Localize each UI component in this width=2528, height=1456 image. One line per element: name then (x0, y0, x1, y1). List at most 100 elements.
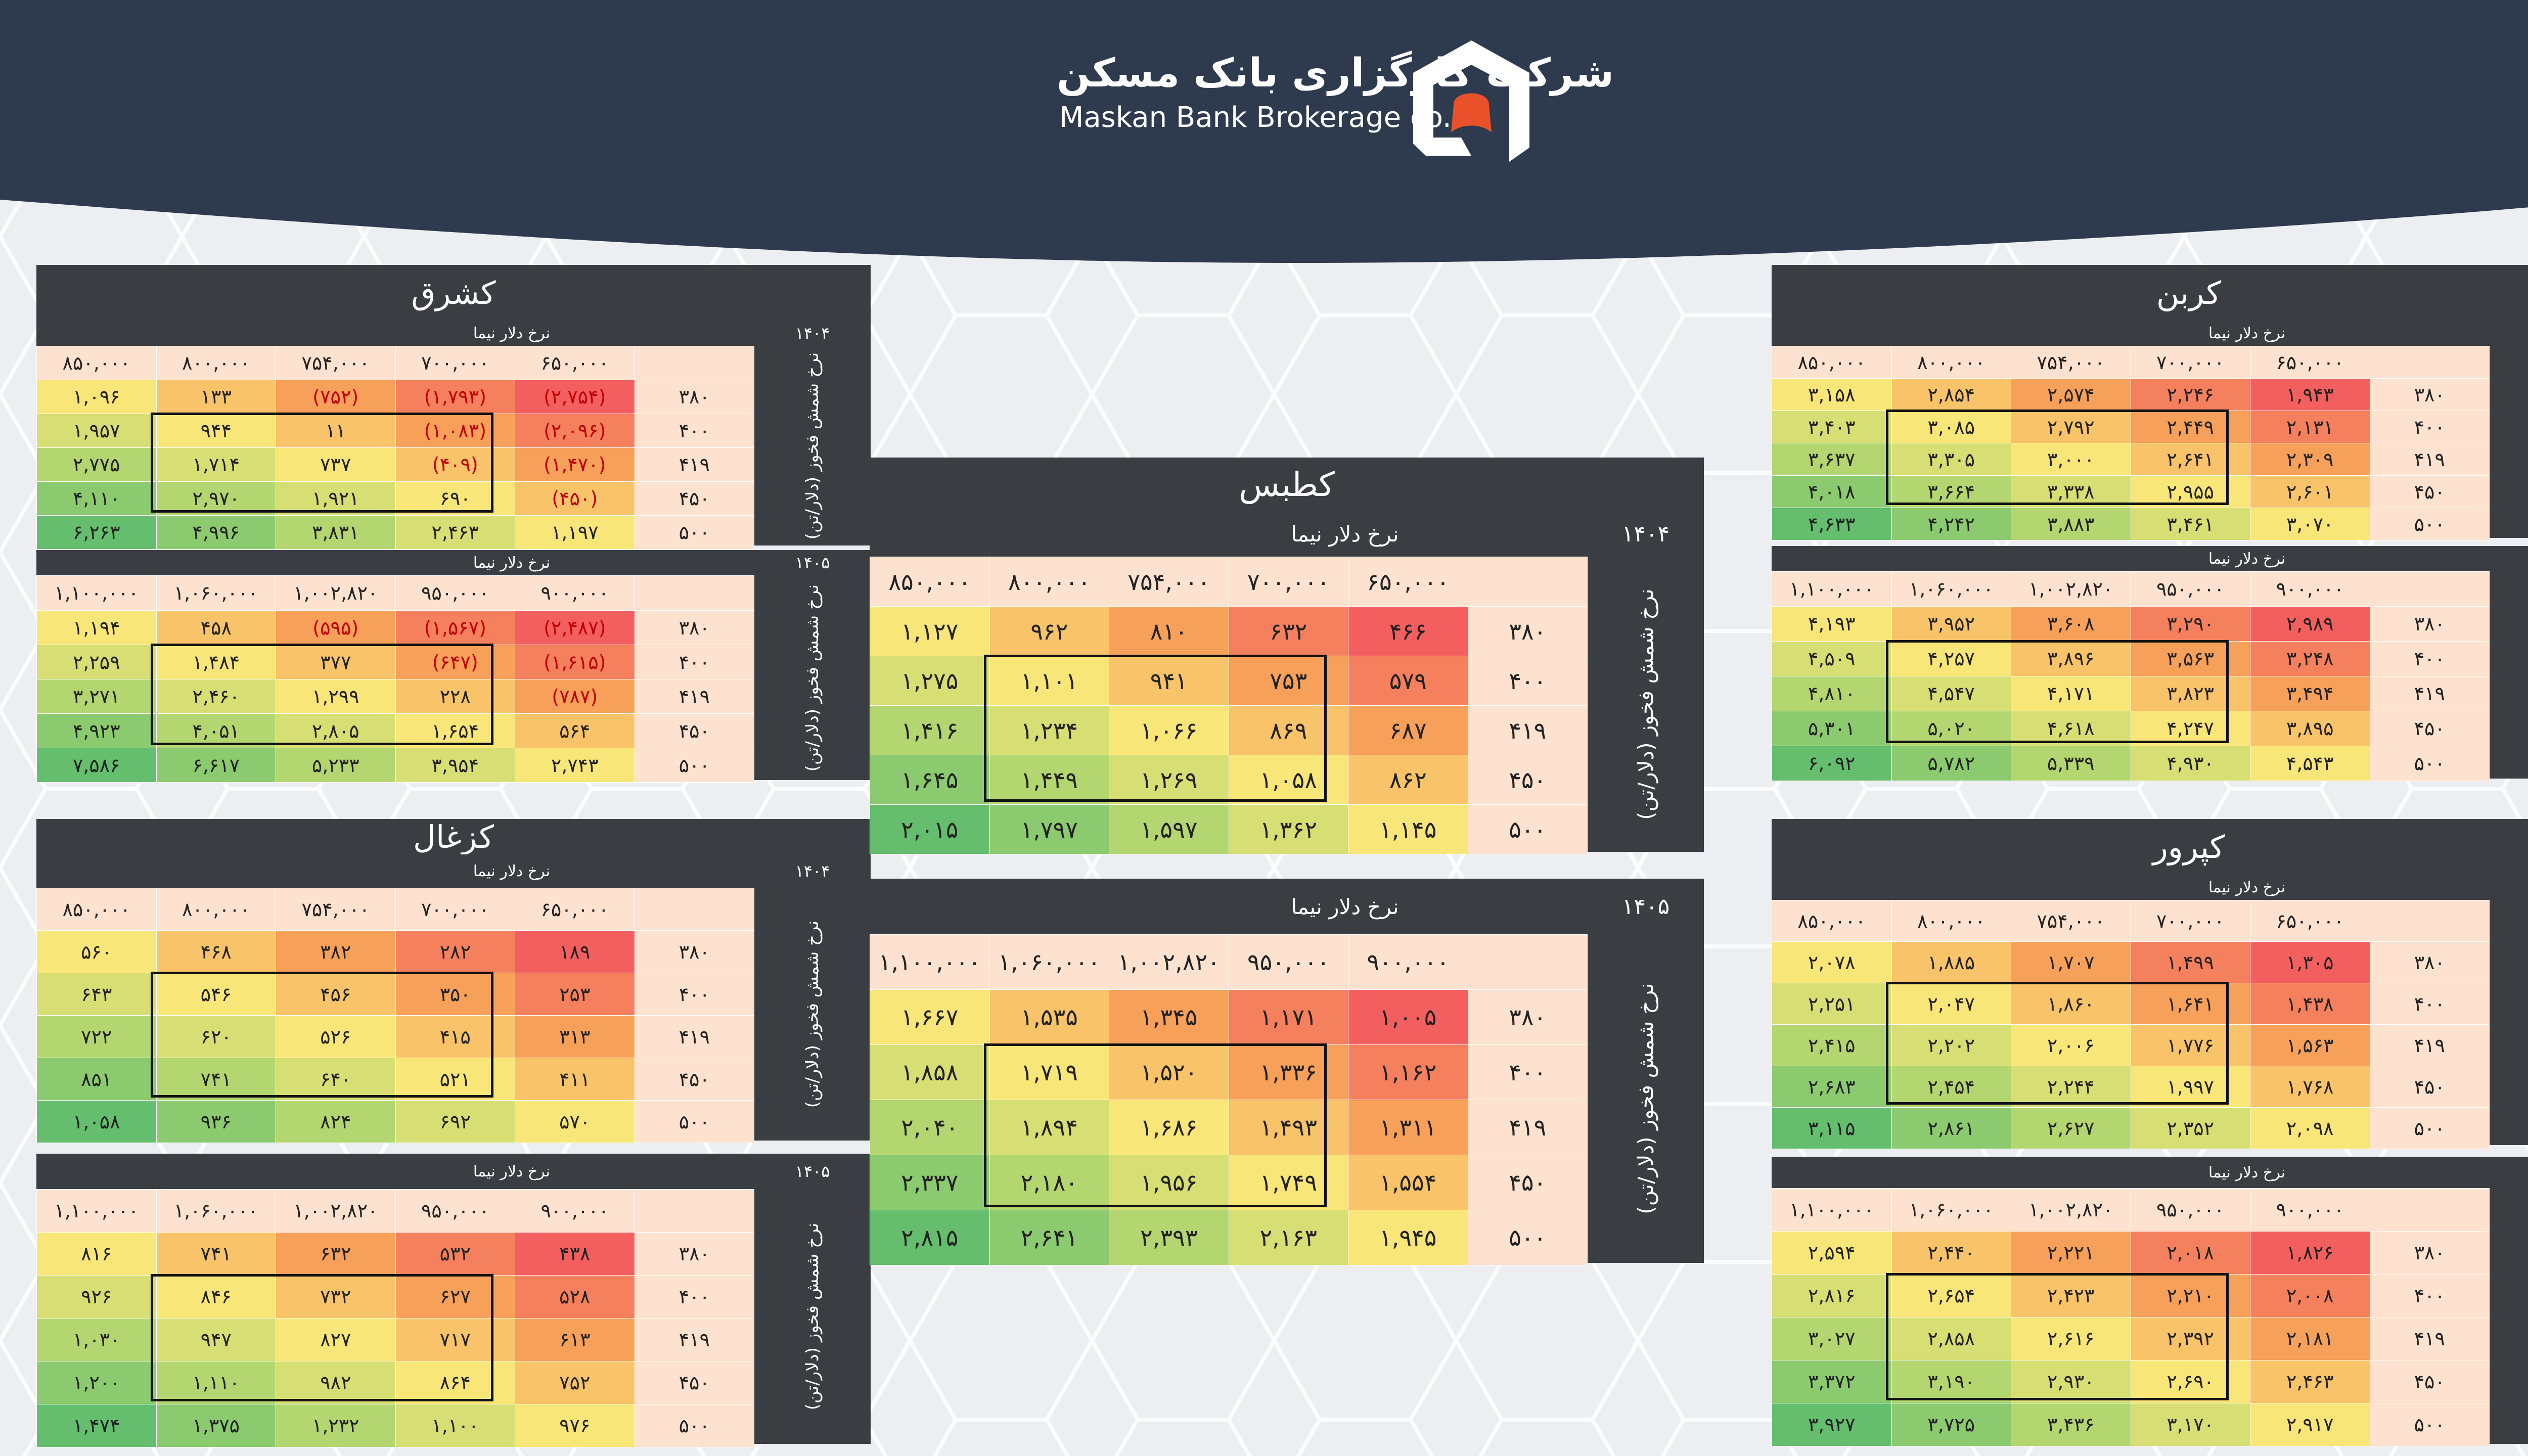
table-cell: ۶۹۰ (395, 481, 515, 516)
table-cell: ۲,۷۷۵ (36, 447, 157, 482)
table-cell: ۲۵۳ (515, 973, 635, 1016)
table-row: ۲,۴۱۵ ۲,۲۰۲ ۲,۰۰۶ ۱,۷۷۶ ۱,۵۶۳ ۴۱۹ (1772, 1024, 2490, 1066)
table-row: ۲,۷۷۵ ۱,۷۱۴ ۷۳۷ (۴۰۹) (۱,۴۷۰) ۴۱۹ (36, 447, 754, 482)
header-row: ۸۵۰,۰۰۰ ۸۰۰,۰۰۰ ۷۵۴,۰۰۰ ۷۰۰,۰۰۰ ۶۵۰,۰۰۰ (1772, 900, 2490, 942)
table-cell: ۳,۸۸۳ (2011, 508, 2131, 540)
table-row: ۳,۹۲۷ ۳,۷۲۵ ۳,۴۳۶ ۳,۱۷۰ ۲,۹۱۷ ۵۰۰ (1772, 1403, 2490, 1446)
ingot-rate-axis-label: نرخ شمش فخوز (دلار/تن) (2490, 1188, 2528, 1444)
table-cell: ۹۷۶ (515, 1404, 635, 1447)
table-cell: ۱,۳۰۵ (2250, 941, 2370, 983)
table-cell: ۲,۴۵۴ (1891, 1066, 2011, 1108)
table-cell: ۶۳۲ (276, 1232, 396, 1276)
table-cell: ۳,۰۰۰ (2011, 443, 2131, 476)
table-cell: ۲,۲۵۹ (36, 645, 157, 679)
header-row: ۱,۱۰۰,۰۰۰ ۱,۰۶۰,۰۰۰ ۱,۰۰۲,۸۲۰ ۹۵۰,۰۰۰ ۹۰۰,۰۰… (870, 934, 1588, 990)
table-cell: ۱,۴۱۶ (870, 705, 990, 755)
table-cell: ۵۴۶ (156, 973, 276, 1016)
table-row: ۵,۳۰۱ ۵,۰۲۰ ۴,۶۱۸ ۴,۲۴۷ ۳,۸۹۵ ۴۵۰ (1772, 711, 2490, 746)
table-row: ۱,۹۵۷ ۹۴۴ ۱۱ (۱,۰۸۳) (۲,۰۹۶) ۴۰۰ (36, 414, 754, 448)
table-cell: ۲,۴۶۳ (2250, 1360, 2370, 1403)
header-row: ۸۵۰,۰۰۰ ۸۰۰,۰۰۰ ۷۵۴,۰۰۰ ۷۰۰,۰۰۰ ۶۵۰,۰۰۰ (36, 888, 754, 931)
house-logo-icon (1413, 40, 1529, 162)
table-cell: ۱,۷۹۷ (989, 804, 1109, 854)
table-katbas-1404: ۸۵۰,۰۰۰ ۸۰۰,۰۰۰ ۷۵۴,۰۰۰ ۷۰۰,۰۰۰ ۶۵۰,۰۰۰ ۱,۱۲۷… (870, 557, 1588, 854)
column-header: ۹۰۰,۰۰۰ (1348, 934, 1468, 990)
row-label: ۵۰۰ (634, 1404, 754, 1447)
table-cell: (۱,۵۶۷) (395, 610, 515, 645)
table-cell: ۳,۱۵۸ (1772, 378, 1892, 411)
table-cell: ۲,۳۹۳ (1109, 1210, 1229, 1265)
table-cell: ۱,۲۳۴ (989, 705, 1109, 755)
column-header: ۸۵۰,۰۰۰ (870, 557, 990, 607)
header-banner: شرکت کارگزاری بانک مسکن Maskan Bank Brok… (0, 0, 2528, 283)
table-cell: ۱,۷۷۶ (2130, 1024, 2250, 1066)
table-row: ۳,۲۷۱ ۲,۴۶۰ ۱,۲۹۹ ۲۲۸ (۷۸۷) ۴۱۹ (36, 679, 754, 714)
table-cell: ۱,۲۷۵ (870, 656, 990, 706)
table-cell: ۱۱ (276, 414, 396, 448)
sub-header-bar: نرخ دلار نیما ۱۴۰۴ (870, 511, 1704, 557)
table-cell: ۵۳۲ (395, 1232, 515, 1276)
table-cell: ۵۷۹ (1348, 656, 1468, 706)
column-header: ۸۵۰,۰۰۰ (36, 346, 157, 380)
row-label: ۵۰۰ (1467, 1210, 1588, 1265)
row-label: ۴۵۰ (634, 481, 754, 516)
table-cell: ۲,۶۰۱ (2250, 475, 2370, 508)
table-cell: ۴,۰۵۱ (156, 713, 276, 748)
table-row: ۱,۲۷۵ ۱,۱۰۱ ۹۴۱ ۷۵۳ ۵۷۹ ۴۰۰ (870, 656, 1588, 706)
table-cell: ۱,۱۴۵ (1348, 804, 1468, 854)
table-row: ۱,۱۲۷ ۹۶۲ ۸۱۰ ۶۳۲ ۴۶۶ ۳۸۰ (870, 606, 1588, 656)
table-cell: ۲,۲۵۱ (1772, 983, 1892, 1025)
table-cell: ۹۴۱ (1109, 656, 1229, 706)
table-cell: ۱,۸۹۴ (989, 1100, 1109, 1155)
table-cell: ۱,۸۶۰ (2011, 983, 2131, 1025)
table-cell: ۲,۴۴۰ (1891, 1231, 2011, 1275)
row-label: ۴۵۰ (2369, 1360, 2490, 1403)
table-cell: ۳,۸۹۶ (2011, 641, 2131, 676)
table-cell: ۵,۳۰۱ (1772, 711, 1892, 746)
table-cell: ۴,۵۴۳ (2250, 746, 2370, 781)
table-kazghal-1405: ۱,۱۰۰,۰۰۰ ۱,۰۶۰,۰۰۰ ۱,۰۰۲,۸۲۰ ۹۵۰,۰۰۰ ۹۰۰,۰۰… (36, 1189, 754, 1447)
corner-cell (2369, 900, 2490, 942)
table-cell: ۴,۲۵۷ (1891, 641, 2011, 676)
table-kashargh-1405: ۱,۱۰۰,۰۰۰ ۱,۰۶۰,۰۰۰ ۱,۰۰۲,۸۲۰ ۹۵۰,۰۰۰ ۹۰۰,۰۰… (36, 575, 754, 783)
column-header: ۱,۰۰۲,۸۲۰ (276, 575, 396, 611)
table-cell: ۱,۰۰۵ (1348, 989, 1468, 1045)
sub-header-bar: نرخ دلار نیما ۱۴۰۴ (36, 321, 871, 346)
column-header: ۱,۱۰۰,۰۰۰ (36, 1189, 157, 1233)
table-cell: ۱,۷۱۴ (156, 447, 276, 482)
table-cell: ۲,۴۴۹ (2130, 411, 2250, 443)
column-header: ۱,۰۶۰,۰۰۰ (156, 1189, 276, 1233)
table-cell: ۵۶۰ (36, 930, 157, 973)
table-cell: ۴,۹۳۰ (2130, 746, 2250, 781)
table-cell: ۷۲۲ (36, 1015, 157, 1058)
table-cell: (۱,۰۸۳) (395, 414, 515, 448)
table-cell: ۱,۱۱۰ (156, 1361, 276, 1404)
table-cell: ۶,۲۶۳ (36, 515, 157, 550)
table-row: ۱,۶۶۷ ۱,۵۳۵ ۱,۳۴۵ ۱,۱۷۱ ۱,۰۰۵ ۳۸۰ (870, 989, 1588, 1045)
table-cell: ۴,۱۱۰ (36, 481, 157, 516)
sub-header-bar: نرخ دلار نیما ۱۴۰۵ (870, 879, 1704, 934)
table-cell: ۱,۴۹۹ (2130, 941, 2250, 983)
column-header: ۸۰۰,۰۰۰ (156, 346, 276, 380)
column-header: ۹۰۰,۰۰۰ (515, 1189, 635, 1233)
table-cell: ۲,۲۲۱ (2011, 1231, 2131, 1275)
table-row: ۱,۴۱۶ ۱,۲۳۴ ۱,۰۶۶ ۸۶۹ ۶۸۷ ۴۱۹ (870, 705, 1588, 755)
table-cell: ۱,۹۴۵ (1348, 1210, 1468, 1265)
table-cell: ۶۲۰ (156, 1015, 276, 1058)
table-cell: ۴,۲۴۲ (1891, 508, 2011, 540)
row-label: ۵۰۰ (2369, 746, 2490, 781)
column-header: ۸۰۰,۰۰۰ (989, 557, 1109, 607)
table-cell: ۳,۳۰۵ (1891, 443, 2011, 476)
table-cell: ۱,۲۹۹ (276, 679, 396, 714)
table-cell: ۴,۰۱۸ (1772, 475, 1892, 508)
header-row: ۸۵۰,۰۰۰ ۸۰۰,۰۰۰ ۷۵۴,۰۰۰ ۷۰۰,۰۰۰ ۶۵۰,۰۰۰ (1772, 346, 2490, 379)
table-row: ۴,۹۲۳ ۴,۰۵۱ ۲,۸۰۵ ۱,۶۵۴ ۵۶۴ ۴۵۰ (36, 713, 754, 748)
corner-cell (634, 346, 754, 380)
row-label: ۳۸۰ (2369, 941, 2490, 983)
table-cell: ۳,۷۲۵ (1891, 1403, 2011, 1446)
table-cell: ۴,۲۴۷ (2130, 711, 2250, 746)
table-row: ۱,۱۹۴ ۴۵۸ (۵۹۵) (۱,۵۶۷) (۲,۴۸۷) ۳۸۰ (36, 610, 754, 645)
column-header: ۹۵۰,۰۰۰ (2130, 571, 2250, 607)
table-row: ۴,۱۱۰ ۲,۹۷۰ ۱,۹۲۱ ۶۹۰ (۴۵۰) ۴۵۰ (36, 481, 754, 516)
table-cell: ۱,۴۸۴ (156, 645, 276, 679)
